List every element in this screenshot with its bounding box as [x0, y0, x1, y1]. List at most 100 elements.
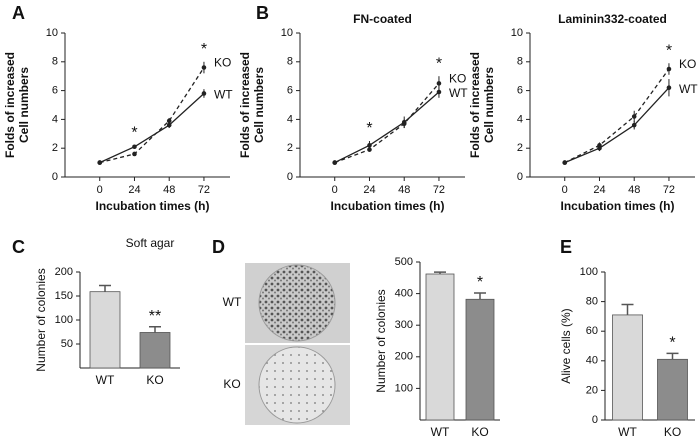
- significance-mark: *: [666, 42, 672, 59]
- marker: [562, 160, 568, 165]
- plate-images: [245, 263, 350, 425]
- y-axis-label: Alive cells (%): [559, 308, 573, 383]
- marker: [132, 151, 137, 157]
- marker: [367, 147, 372, 152]
- bar: [465, 298, 495, 421]
- bar: [612, 314, 643, 421]
- x-tick-label: WT: [618, 425, 637, 439]
- bar: [657, 358, 688, 421]
- x-tick-label: 48: [398, 184, 410, 196]
- y-tick-label: 10: [46, 27, 58, 39]
- x-tick-label: WT: [96, 373, 115, 387]
- y-axis-label: Cell numbers: [252, 67, 266, 143]
- chart-title: Soft agar: [126, 236, 175, 250]
- marker: [201, 91, 207, 96]
- x-axis-label: Incubation times (h): [561, 199, 675, 213]
- series-line: [99, 67, 205, 164]
- y-tick-label: 100: [580, 266, 598, 278]
- x-tick-label: 72: [198, 184, 210, 196]
- y-tick-label: 60: [586, 325, 598, 337]
- marker: [631, 122, 637, 128]
- y-tick-label: 2: [517, 142, 523, 154]
- series-line: [334, 91, 440, 164]
- x-tick-label: 24: [593, 184, 605, 196]
- y-tick-label: 6: [52, 85, 58, 97]
- series-label: KO: [679, 57, 696, 71]
- plate: [258, 346, 336, 424]
- x-tick-label: 72: [433, 184, 445, 196]
- y-tick-label: 20: [586, 384, 598, 396]
- image-label: WT: [223, 295, 242, 309]
- significance-mark: *: [436, 55, 442, 72]
- marker: [166, 122, 172, 128]
- y-tick-label: 6: [287, 85, 293, 97]
- chart-title: FN-coated: [353, 12, 412, 26]
- panel-label: E: [560, 237, 572, 257]
- y-tick-label: 4: [287, 113, 293, 125]
- significance-mark: **: [149, 308, 161, 325]
- bar: [139, 332, 171, 369]
- x-tick-label: KO: [471, 425, 488, 439]
- marker: [436, 81, 442, 86]
- bar: [89, 291, 121, 369]
- x-tick-label: KO: [664, 425, 681, 439]
- series-line: [99, 92, 205, 164]
- y-tick-label: 10: [511, 27, 523, 39]
- marker: [401, 121, 407, 127]
- y-axis-label: Cell numbers: [482, 67, 496, 143]
- y-tick-label: 8: [52, 56, 58, 68]
- y-tick-label: 8: [517, 56, 523, 68]
- error-bar: [149, 325, 161, 333]
- series-line: [564, 68, 670, 164]
- y-axis-label: Number of colonies: [374, 289, 388, 392]
- x-tick-label: 24: [128, 184, 140, 196]
- marker: [132, 144, 137, 150]
- y-tick-label: 100: [55, 314, 73, 326]
- y-axis-label: Cell numbers: [17, 67, 31, 143]
- error-bar: [474, 292, 486, 300]
- y-tick-label: 400: [395, 288, 413, 300]
- y-axis-label: Number of colonies: [34, 268, 48, 371]
- x-tick-label: 48: [163, 184, 175, 196]
- image-label: KO: [223, 377, 240, 391]
- marker: [97, 160, 103, 165]
- y-tick-label: 2: [52, 142, 58, 154]
- y-tick-label: 80: [586, 296, 598, 308]
- chart-title: Laminin332-coated: [558, 12, 667, 26]
- y-tick-label: 2: [287, 142, 293, 154]
- y-tick-label: 0: [287, 171, 293, 183]
- y-tick-label: 10: [281, 27, 293, 39]
- series-line: [334, 82, 440, 164]
- x-tick-label: 48: [628, 184, 640, 196]
- y-tick-label: 4: [52, 113, 58, 125]
- significance-mark: *: [201, 41, 207, 58]
- y-axis-label: Folds of increased: [3, 52, 17, 158]
- y-tick-label: 500: [395, 256, 413, 268]
- panel-label: D: [212, 237, 225, 257]
- y-tick-label: 50: [61, 338, 73, 350]
- x-axis-label: Incubation times (h): [331, 199, 445, 213]
- marker: [436, 89, 442, 95]
- x-tick-label: 0: [562, 184, 568, 196]
- x-tick-label: KO: [146, 373, 163, 387]
- significance-mark: *: [669, 335, 675, 352]
- y-axis-label: Folds of increased: [468, 52, 482, 158]
- x-axis-label: Incubation times (h): [96, 199, 210, 213]
- error-bar: [434, 271, 446, 275]
- series-label: WT: [449, 86, 468, 100]
- y-tick-label: 100: [395, 382, 413, 394]
- x-tick-label: 24: [363, 184, 375, 196]
- panel-label: C: [12, 237, 25, 257]
- y-tick-label: 6: [517, 85, 523, 97]
- x-tick-label: 0: [97, 184, 103, 196]
- x-tick-label: WT: [431, 425, 450, 439]
- plate: [258, 264, 336, 342]
- y-axis-label: Folds of increased: [238, 52, 252, 158]
- significance-mark: *: [366, 120, 372, 137]
- y-tick-label: 150: [55, 290, 73, 302]
- marker: [631, 114, 637, 119]
- series-label: KO: [449, 72, 466, 86]
- significance-mark: *: [131, 125, 137, 142]
- y-tick-label: 40: [586, 355, 598, 367]
